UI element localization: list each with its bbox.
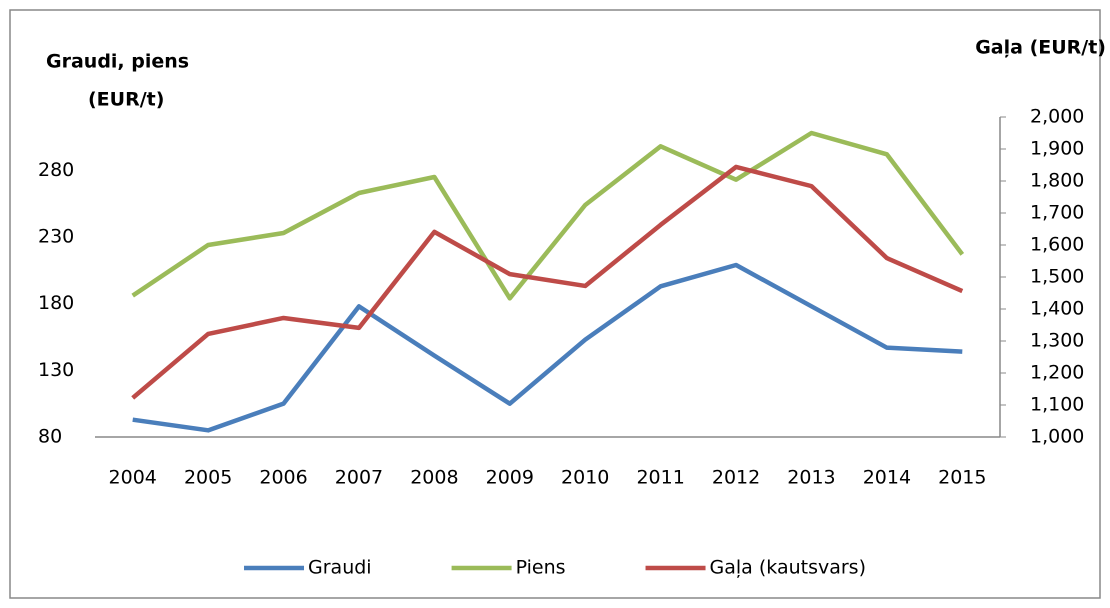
x-tick-label: 2005 <box>184 467 232 489</box>
y2-tick-label: 1,300 <box>1030 330 1084 352</box>
y2-tick-label: 1,800 <box>1030 170 1084 192</box>
y2-tick-label: 1,100 <box>1030 394 1084 416</box>
y2-tick-label: 1,200 <box>1030 362 1084 384</box>
x-tick-label: 2009 <box>486 467 534 489</box>
series-line <box>131 130 965 301</box>
chart-border <box>9 9 1101 599</box>
y2-tick-label: 1,000 <box>1030 426 1084 448</box>
y2-tick-label: 1,600 <box>1030 234 1084 256</box>
y-axis-title: (EUR/t) <box>88 89 164 111</box>
x-tick-label: 2010 <box>561 467 609 489</box>
x-tick-label: 2006 <box>259 467 307 489</box>
y-axis-title: Graudi, piens <box>46 51 189 73</box>
y2-tick-label: 1,900 <box>1030 138 1084 160</box>
x-tick-label: 2015 <box>938 467 986 489</box>
series-line <box>131 164 964 400</box>
x-tick-label: 2011 <box>636 467 684 489</box>
series-line <box>132 262 963 433</box>
x-tick-label: 2004 <box>109 467 157 489</box>
y2-tick-label: 1,400 <box>1030 298 1084 320</box>
y2-axis-title: Gaļa (EUR/t) <box>975 37 1106 59</box>
y-tick-label: 280 <box>38 159 74 181</box>
x-tick-label: 2014 <box>863 467 911 489</box>
legend-label: Graudi <box>308 557 372 579</box>
y-tick-label: 180 <box>38 292 74 314</box>
x-tick-label: 2008 <box>410 467 458 489</box>
x-tick-label: 2013 <box>787 467 835 489</box>
legend-label: Piens <box>516 557 566 579</box>
legend-label: Gaļa (kautsvars) <box>710 557 866 579</box>
y2-tick-label: 1,500 <box>1030 266 1084 288</box>
y-tick-label: 130 <box>38 359 74 381</box>
y2-tick-label: 2,000 <box>1030 106 1084 128</box>
y2-tick-label: 1,700 <box>1030 202 1084 224</box>
x-tick-label: 2012 <box>712 467 760 489</box>
x-tick-label: 2007 <box>335 467 383 489</box>
y-tick-label: 80 <box>38 426 62 448</box>
y-tick-label: 230 <box>38 226 74 248</box>
